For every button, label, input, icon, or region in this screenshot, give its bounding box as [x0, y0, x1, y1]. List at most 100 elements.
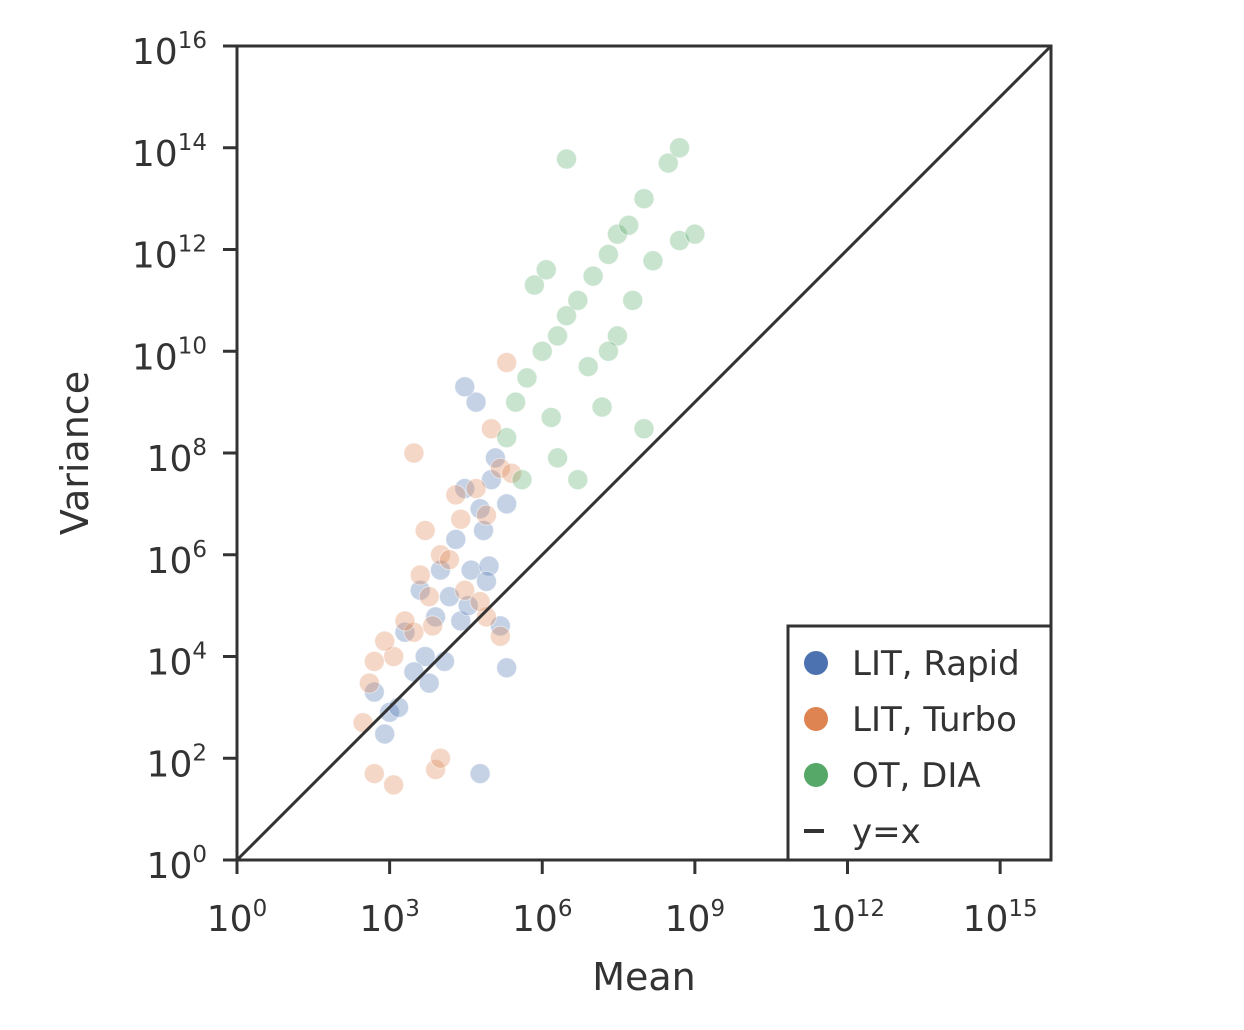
scatter-point — [352, 712, 374, 734]
scatter-point — [465, 391, 487, 413]
legend-marker — [804, 707, 828, 731]
scatter-point — [496, 493, 518, 515]
scatter-point — [383, 774, 405, 796]
scatter-point — [374, 630, 396, 652]
y-tick-label: 1014 — [132, 130, 207, 175]
x-tick-label: 100 — [207, 896, 267, 940]
scatter-point — [409, 564, 431, 586]
scatter-point — [469, 498, 491, 520]
scatter-point — [597, 243, 619, 265]
legend-label: OT, DIA — [852, 756, 981, 796]
scatter-point — [556, 305, 578, 327]
scatter-point — [496, 352, 518, 374]
scatter-point — [547, 325, 569, 347]
scatter-point — [556, 148, 578, 170]
scatter-point — [445, 528, 467, 550]
scatter-point — [622, 289, 644, 311]
x-tick-label: 103 — [359, 896, 419, 940]
x-axis: 100 103 106 109 1012 1015 — [207, 860, 1038, 940]
scatter-point — [642, 250, 664, 272]
legend: LIT, Rapid LIT, Turbo OT, DIA y=x — [786, 624, 1053, 862]
scatter-point — [475, 570, 497, 592]
y-tick-label: 100 — [147, 842, 207, 887]
scatter-point — [531, 340, 553, 362]
scatter-point — [489, 625, 511, 647]
points-layer — [352, 137, 706, 796]
y-tick-label: 104 — [147, 639, 207, 684]
scatter-point — [496, 657, 518, 679]
y-axis: 100 102 104 106 108 1010 1012 1014 1016 — [132, 28, 237, 887]
scatter-point — [618, 214, 640, 236]
scatter-point — [454, 579, 476, 601]
scatter-point — [430, 747, 451, 769]
scatter-point — [450, 508, 472, 530]
y-axis-title: Variance — [53, 371, 97, 535]
legend-box — [786, 624, 1053, 862]
scatter-point — [501, 462, 523, 484]
scatter-point — [567, 289, 589, 311]
legend-marker — [804, 763, 828, 787]
scatter-point — [511, 469, 533, 491]
scatter-point — [425, 759, 447, 781]
scatter-point — [438, 549, 460, 571]
legend-label: LIT, Rapid — [852, 644, 1020, 684]
scatter-point — [394, 621, 416, 643]
scatter-point — [418, 672, 440, 694]
x-tick-label: 106 — [512, 896, 572, 940]
scatter-point — [633, 188, 655, 210]
scatter-point — [403, 442, 425, 464]
legend-label: LIT, Turbo — [852, 700, 1017, 740]
scatter-point — [403, 621, 425, 643]
x-tick-label: 1015 — [963, 896, 1038, 940]
identity-reference-line — [235, 44, 1053, 862]
scatter-point — [418, 586, 440, 608]
scatter-point — [535, 259, 557, 281]
scatter-point — [606, 223, 628, 245]
legend-label: y=x — [852, 812, 921, 852]
scatter-point — [669, 137, 691, 159]
scatter-point — [547, 447, 569, 469]
scatter-point — [684, 223, 706, 245]
scatter-point — [363, 650, 385, 672]
scatter-point — [475, 504, 497, 526]
y-tick-label: 106 — [147, 537, 207, 582]
scatter-point — [445, 484, 467, 506]
scatter-point — [489, 457, 511, 479]
scatter-point — [469, 591, 491, 613]
scatter-point — [460, 559, 482, 581]
scatter-point — [582, 265, 604, 287]
y-tick-label: 1012 — [132, 232, 207, 277]
scatter-point — [633, 418, 655, 440]
y-tick-label: 102 — [147, 740, 207, 785]
scatter-point — [450, 610, 472, 632]
scatter-point — [358, 672, 380, 694]
scatter-point — [414, 646, 436, 667]
y-tick-label: 108 — [147, 435, 207, 480]
series-1 — [352, 352, 523, 796]
scatter-point — [394, 610, 416, 632]
scatter-point — [414, 519, 436, 541]
scatter-point — [516, 367, 538, 389]
x-tick-label: 109 — [665, 896, 725, 940]
scatter-point — [591, 396, 613, 418]
scatter-point — [523, 274, 545, 296]
scatter-point — [422, 615, 444, 637]
scatter-point — [465, 478, 487, 500]
scatter-point — [567, 469, 589, 491]
x-tick-label: 1012 — [810, 896, 885, 940]
scatter-point — [454, 376, 476, 398]
scatter-point — [425, 606, 447, 628]
scatter-point — [469, 763, 491, 785]
scatter-point — [496, 427, 518, 449]
scatter-point — [505, 391, 527, 413]
legend-marker — [804, 651, 828, 675]
y-tick-label: 1016 — [132, 28, 207, 73]
scatter-point — [577, 356, 599, 378]
scatter-point — [597, 340, 619, 362]
scatter-point — [478, 555, 500, 577]
y-tick-label: 1010 — [132, 333, 207, 378]
scatter-point — [484, 447, 506, 469]
scatter-point — [472, 519, 494, 541]
scatter-point — [363, 763, 385, 785]
